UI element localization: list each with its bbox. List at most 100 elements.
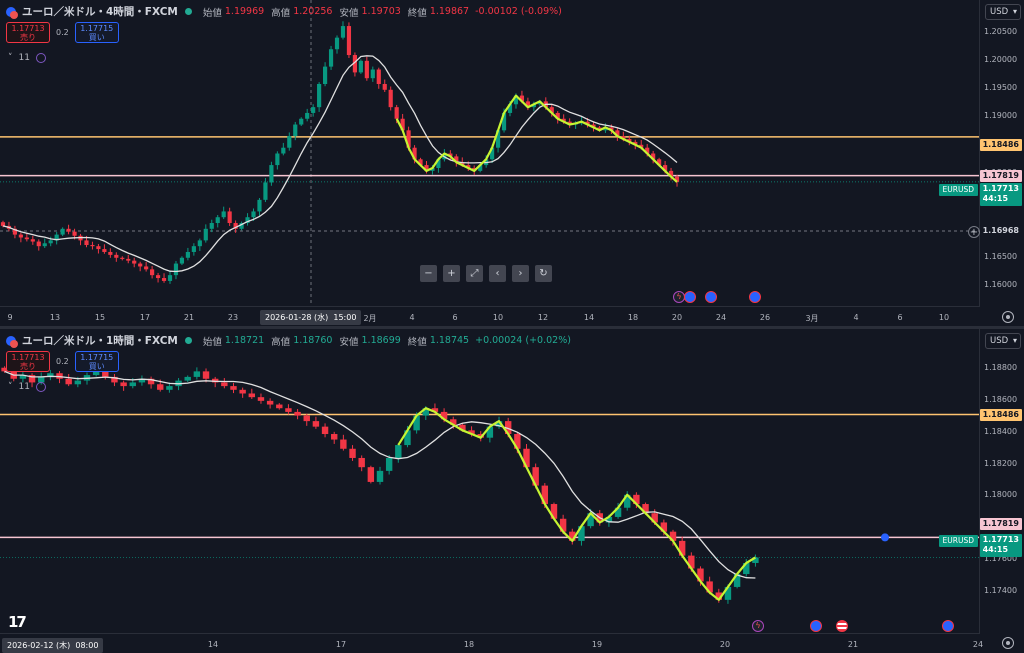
pane-divider[interactable] (0, 326, 1024, 329)
chevron-down-icon: ˅ (8, 53, 13, 63)
candle-body (47, 373, 54, 377)
event-eu-icon[interactable] (705, 291, 717, 303)
candle-body (591, 124, 596, 128)
add-alert-plus-icon[interactable]: + (968, 226, 980, 238)
candle-body (1, 367, 8, 372)
bar-countdown: 44:15 (982, 545, 1009, 554)
candle-body (507, 104, 513, 113)
settings-gear-icon[interactable] (1002, 637, 1014, 649)
buy-button[interactable]: 1.17715 買い (74, 351, 119, 372)
candle-body (633, 494, 640, 505)
last-price: 1.17713 (982, 535, 1019, 544)
reset-chart-button[interactable]: ↻ (535, 265, 552, 282)
candle-body (394, 107, 399, 119)
moving-average-line (4, 370, 756, 579)
candle-body (144, 266, 149, 270)
price-plot-4h[interactable] (0, 0, 980, 307)
candle-body (688, 555, 695, 569)
time-tick: 14 (583, 313, 595, 322)
sell-button[interactable]: 1.17713 売り (6, 22, 50, 43)
candle-body (430, 167, 435, 171)
chart-pane-1h[interactable]: ユーロ／米ドル・1時間・FXCM 始値 1.18721 高値 1.18760 安値 1… (0, 329, 1024, 653)
candle-body (559, 518, 567, 532)
bar-countdown: 44:15 (982, 194, 1009, 203)
candle-body (627, 139, 632, 142)
candle-body (285, 408, 292, 412)
event-us-icon[interactable] (836, 620, 848, 632)
settings-gear-icon[interactable] (1002, 311, 1014, 323)
price-plot-1h[interactable] (0, 329, 980, 633)
sell-button[interactable]: 1.17713 売り (6, 351, 50, 372)
currency-select[interactable]: USD (985, 333, 1021, 349)
candle-body (549, 107, 554, 113)
candle-body (138, 263, 143, 267)
crosshair-time-text: 08:00 (75, 641, 99, 650)
indicators-toggle[interactable]: ˅ 11 (8, 53, 46, 63)
reset-scale-button[interactable]: ⤢ (466, 265, 483, 282)
symbol-title[interactable]: ユーロ／米ドル・1時間・FXCM (22, 335, 178, 347)
candle-body (132, 260, 137, 264)
event-bolt-icon[interactable]: ϟ (673, 291, 685, 303)
candle-body (340, 439, 347, 449)
zoom-in-button[interactable]: + (443, 265, 460, 282)
event-eu-icon[interactable] (942, 620, 954, 632)
tradingview-logo[interactable]: 17 (8, 613, 27, 631)
time-tick: 3月 (805, 314, 819, 323)
chart-nav-controls: − + ⤢ ‹ › ↻ (420, 265, 552, 282)
candle-body (477, 434, 484, 438)
candle-body (501, 112, 507, 131)
buy-label: 買い (88, 362, 105, 371)
event-eu-icon[interactable] (810, 620, 822, 632)
candle-body (633, 141, 638, 145)
scroll-left-button[interactable]: ‹ (489, 265, 506, 282)
indicators-count: 11 (18, 53, 30, 63)
open-label: 始値 (202, 336, 222, 348)
alert-marker[interactable] (881, 533, 889, 542)
price-tick: 1.18400 (984, 426, 1018, 436)
candle-body (523, 448, 530, 468)
level-label-orange: 1.18486 (979, 139, 1022, 151)
low-value: 1.18699 (361, 335, 401, 346)
candle-body (460, 162, 465, 166)
price-axis[interactable]: USD 1.18800 1.18600 1.18400 1.18200 1.18000 1… (979, 329, 1024, 653)
moving-average-line (2, 55, 678, 273)
spread-value: 0.2 (56, 357, 69, 366)
price-tick: 1.16000 (984, 280, 1018, 289)
indicators-toggle[interactable]: ˅ 11 (8, 382, 46, 392)
symbol-title[interactable]: ユーロ／米ドル・4時間・FXCM (22, 6, 178, 18)
price-tick: 1.20000 (984, 55, 1018, 65)
candle-body (303, 415, 310, 422)
candle-body (108, 251, 113, 255)
buy-button[interactable]: 1.17715 買い (74, 22, 119, 43)
candle-body (126, 258, 131, 261)
time-axis[interactable]: 24 21 20 19 18 17 14 2026-02-12 (木) 08:00 (0, 633, 983, 653)
candle-body (311, 107, 316, 113)
scroll-right-button[interactable]: › (512, 265, 529, 282)
drawing-trend-path[interactable] (395, 94, 678, 183)
symbol-tag: EURUSD (938, 184, 978, 196)
candle-body (90, 245, 95, 247)
event-eu-icon[interactable] (749, 291, 761, 303)
time-tick: 20 (671, 313, 683, 322)
price-tick: 1.16500 (984, 251, 1018, 261)
candle-body (431, 408, 439, 412)
price-tick: 1.19500 (984, 83, 1018, 93)
event-bolt-icon[interactable]: ϟ (752, 620, 764, 632)
candle-body (193, 371, 201, 377)
time-axis[interactable]: 10 6 4 3月 26 24 20 18 14 12 10 6 4 2月 23 21 17 15 13 9 2026… (0, 306, 980, 327)
candle-body (248, 393, 256, 398)
zoom-out-button[interactable]: − (420, 265, 437, 282)
event-eu-icon[interactable] (684, 291, 696, 303)
candle-body (294, 411, 301, 416)
currency-select[interactable]: USD (985, 4, 1021, 20)
candle-body (450, 419, 457, 425)
candle-body (12, 228, 17, 235)
candle-body (184, 376, 191, 381)
drawing-trend-path[interactable] (397, 407, 756, 601)
price-axis[interactable]: USD 1.205001.200001.195001.190001.185001… (979, 0, 1024, 327)
candle-body (605, 516, 613, 523)
candle-body (227, 211, 232, 224)
change-value: +0.00024 (+0.02%) (475, 335, 571, 346)
symbol-tag: EURUSD (938, 535, 978, 547)
chart-pane-4h[interactable]: ユーロ／米ドル・4時間・FXCM 始値 1.19969 高値 1.20256 安値 1… (0, 0, 1024, 327)
